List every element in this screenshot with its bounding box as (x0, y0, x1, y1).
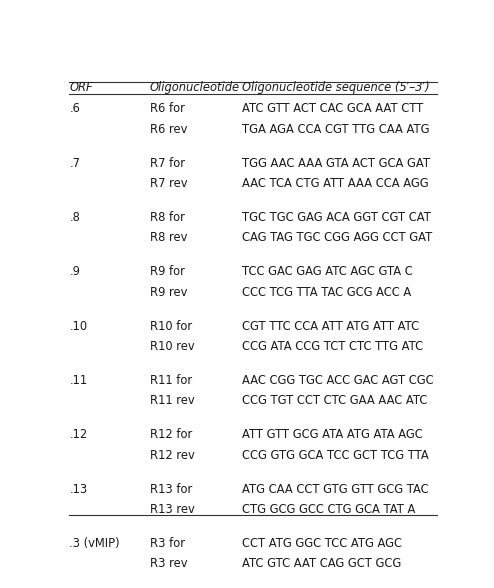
Text: .13: .13 (69, 483, 87, 496)
Text: R8 rev: R8 rev (150, 231, 187, 244)
Text: R9 rev: R9 rev (150, 286, 187, 299)
Text: .12: .12 (69, 428, 87, 441)
Text: CTG GCG GCC CTG GCA TAT A: CTG GCG GCC CTG GCA TAT A (242, 503, 415, 516)
Text: R7 for: R7 for (150, 156, 185, 169)
Text: R9 for: R9 for (150, 265, 185, 278)
Text: R3 for: R3 for (150, 537, 185, 550)
Text: R13 for: R13 for (150, 483, 192, 496)
Text: TGG AAC AAA GTA ACT GCA GAT: TGG AAC AAA GTA ACT GCA GAT (242, 156, 430, 169)
Text: R7 rev: R7 rev (150, 177, 187, 190)
Text: CCC TCG TTA TAC GCG ACC A: CCC TCG TTA TAC GCG ACC A (242, 286, 411, 299)
Text: ORF: ORF (69, 81, 93, 94)
Text: R10 rev: R10 rev (150, 340, 195, 353)
Text: R12 for: R12 for (150, 428, 192, 441)
Text: TGC TGC GAG ACA GGT CGT CAT: TGC TGC GAG ACA GGT CGT CAT (242, 211, 431, 224)
Text: CGT TTC CCA ATT ATG ATT ATC: CGT TTC CCA ATT ATG ATT ATC (242, 320, 419, 333)
Text: CCT ATG GGC TCC ATG AGC: CCT ATG GGC TCC ATG AGC (242, 537, 402, 550)
Text: .8: .8 (69, 211, 81, 224)
Text: Oligonucleotide sequence (5′–3′): Oligonucleotide sequence (5′–3′) (242, 81, 429, 94)
Text: R12 rev: R12 rev (150, 449, 195, 462)
Text: R6 rev: R6 rev (150, 123, 187, 136)
Text: CAG TAG TGC CGG AGG CCT GAT: CAG TAG TGC CGG AGG CCT GAT (242, 231, 432, 244)
Text: .7: .7 (69, 156, 81, 169)
Text: R8 for: R8 for (150, 211, 185, 224)
Text: R13 rev: R13 rev (150, 503, 195, 516)
Text: .3 (vMIP): .3 (vMIP) (69, 537, 120, 550)
Text: TCC GAC GAG ATC AGC GTA C: TCC GAC GAG ATC AGC GTA C (242, 265, 412, 278)
Text: CCG TGT CCT CTC GAA AAC ATC: CCG TGT CCT CTC GAA AAC ATC (242, 395, 427, 407)
Text: R10 for: R10 for (150, 320, 192, 333)
Text: AAC TCA CTG ATT AAA CCA AGG: AAC TCA CTG ATT AAA CCA AGG (242, 177, 428, 190)
Text: .9: .9 (69, 265, 81, 278)
Text: CCG GTG GCA TCC GCT TCG TTA: CCG GTG GCA TCC GCT TCG TTA (242, 449, 428, 462)
Text: .6: .6 (69, 102, 81, 115)
Text: AAC CGG TGC ACC GAC AGT CGC: AAC CGG TGC ACC GAC AGT CGC (242, 374, 433, 387)
Text: CCG ATA CCG TCT CTC TTG ATC: CCG ATA CCG TCT CTC TTG ATC (242, 340, 423, 353)
Text: Oligonucleotide: Oligonucleotide (150, 81, 240, 94)
Text: ATC GTT ACT CAC GCA AAT CTT: ATC GTT ACT CAC GCA AAT CTT (242, 102, 423, 115)
Text: TGA AGA CCA CGT TTG CAA ATG: TGA AGA CCA CGT TTG CAA ATG (242, 123, 429, 136)
Text: .11: .11 (69, 374, 87, 387)
Text: ATT GTT GCG ATA ATG ATA AGC: ATT GTT GCG ATA ATG ATA AGC (242, 428, 422, 441)
Text: ATC GTC AAT CAG GCT GCG: ATC GTC AAT CAG GCT GCG (242, 557, 401, 570)
Text: .10: .10 (69, 320, 87, 333)
Text: R11 for: R11 for (150, 374, 192, 387)
Text: R3 rev: R3 rev (150, 557, 187, 570)
Text: R6 for: R6 for (150, 102, 185, 115)
Text: R11 rev: R11 rev (150, 395, 195, 407)
Text: ATG CAA CCT GTG GTT GCG TAC: ATG CAA CCT GTG GTT GCG TAC (242, 483, 428, 496)
